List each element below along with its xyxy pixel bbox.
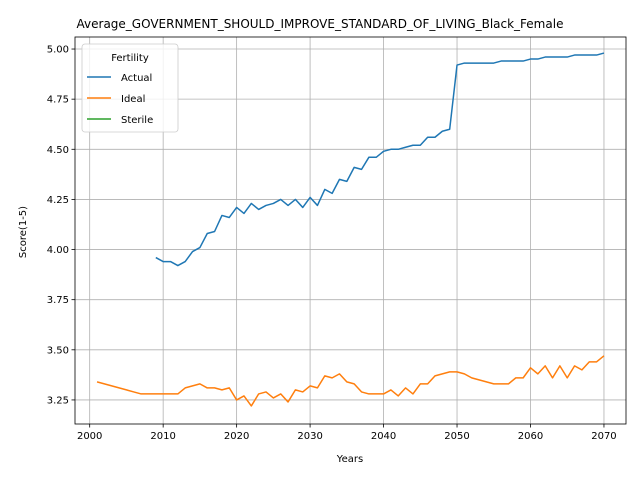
series-lines xyxy=(96,52,605,407)
y-tick-label: 4.25 xyxy=(47,195,69,206)
legend-label-actual: Actual xyxy=(121,73,152,84)
y-tick-label: 3.25 xyxy=(47,395,69,406)
x-tick-label: 2000 xyxy=(77,431,102,442)
axis-ticks: 2000 2010 2020 2030 2040 2050 2060 2070 3.25 3.50… xyxy=(47,45,617,442)
y-axis-title: Score(1-5) xyxy=(18,206,29,258)
plot-frame xyxy=(74,36,627,425)
x-tick-label: 2010 xyxy=(150,431,175,442)
series-line-ideal xyxy=(96,355,605,407)
y-tick-label: 4.00 xyxy=(47,245,69,256)
x-tick-label: 2020 xyxy=(224,431,249,442)
y-tick-label: 5.00 xyxy=(47,45,69,56)
legend: Fertility Actual Ideal Sterile xyxy=(81,43,179,133)
chart-title: Average_GOVERNMENT_SHOULD_IMPROVE_STANDA… xyxy=(77,17,564,31)
x-tick-label: 2060 xyxy=(518,431,543,442)
x-axis-title: Years xyxy=(336,454,363,465)
y-tick-label: 3.50 xyxy=(47,345,69,356)
x-tick-label: 2040 xyxy=(371,431,396,442)
legend-label-sterile: Sterile xyxy=(121,115,153,126)
legend-box xyxy=(81,43,179,133)
y-tick-label: 4.50 xyxy=(47,145,69,156)
grid-lines xyxy=(75,37,626,424)
y-tick-label: 4.75 xyxy=(47,95,69,106)
y-tick-label: 3.75 xyxy=(47,295,69,306)
legend-label-ideal: Ideal xyxy=(121,94,145,105)
legend-title: Fertility xyxy=(111,53,149,64)
x-tick-label: 2030 xyxy=(297,431,322,442)
x-tick-label: 2050 xyxy=(444,431,469,442)
series-line-actual xyxy=(155,52,605,267)
x-tick-label: 2070 xyxy=(591,431,616,442)
